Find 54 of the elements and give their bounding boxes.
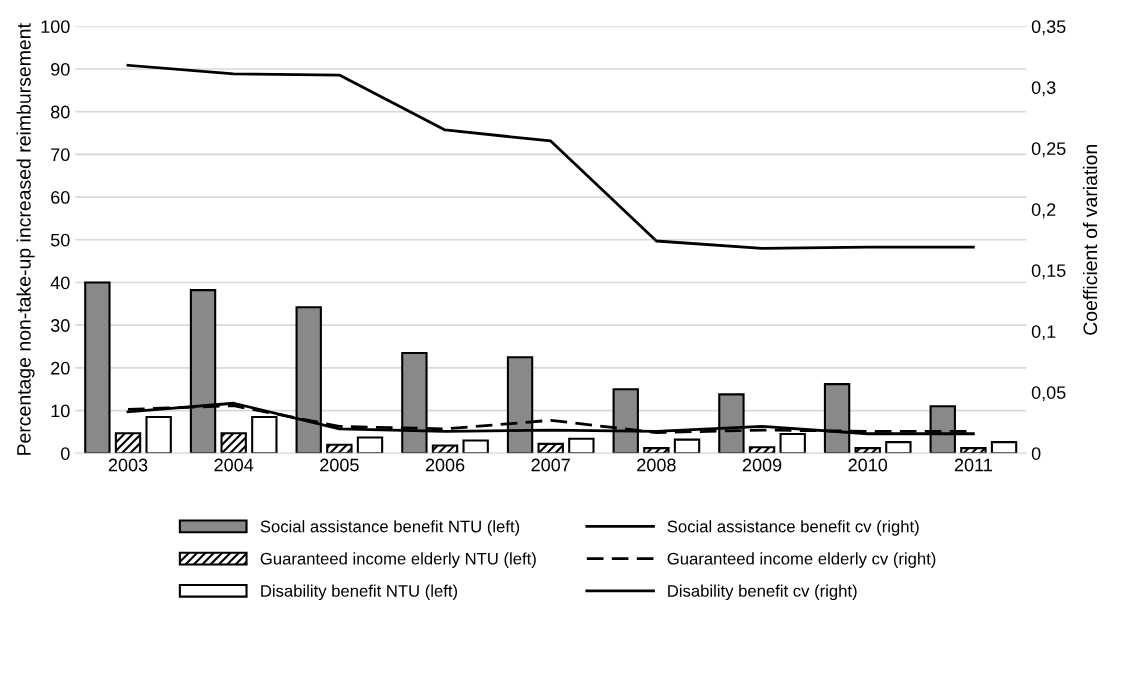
bar (356, 436, 384, 454)
y-tick-label: 40 (50, 276, 70, 290)
legend-label: Disability benefit cv (right) (668, 584, 857, 601)
bar (854, 447, 881, 454)
bar (220, 432, 247, 454)
x-tick-label: 2005 (320, 458, 359, 472)
bar (990, 441, 1018, 454)
y2-tick-label: 0,2 (1031, 203, 1056, 219)
y-tick-label: 0 (60, 447, 70, 460)
bar (114, 432, 142, 454)
legend-label: Disability benefit NTU (left) (261, 584, 458, 601)
bar (145, 415, 172, 454)
x-tick-label: 2007 (531, 458, 570, 472)
bar (748, 446, 776, 454)
legend-label: Social assistance benefit NTU (left) (260, 520, 520, 536)
x-tick-label: 2006 (425, 458, 465, 472)
legend-label: Guaranteed income elderly cv (right) (667, 552, 936, 568)
x-tick-label: 2008 (637, 458, 676, 472)
y2-tick-label: 0,35 (1031, 20, 1066, 36)
bar (643, 447, 670, 454)
bar (960, 447, 987, 454)
y2-tick-label: 0,1 (1031, 325, 1056, 341)
bar (673, 438, 701, 454)
bar (431, 444, 459, 454)
legend-label: Social assistance benefit cv (right) (667, 520, 919, 536)
bar (885, 441, 912, 454)
y-tick-label: 70 (51, 148, 70, 162)
x-tick-label: 2010 (848, 458, 888, 472)
y-tick-label: 90 (51, 62, 70, 76)
x-tick-label: 2011 (954, 458, 992, 472)
line-series (126, 63, 975, 250)
y2-tick-label: 0,15 (1031, 264, 1066, 280)
y-tick-label: 30 (50, 319, 70, 332)
y2-tick-label: 0,25 (1031, 142, 1066, 158)
y2-tick-label: 0,3 (1031, 81, 1056, 97)
y-axis-title: Percentage non-take-up increased reimbursement (16, 23, 35, 455)
y2-axis-title: Coefficient of variation (1082, 145, 1098, 335)
x-tick-label: 2009 (742, 458, 782, 472)
bar (537, 442, 564, 454)
legend-label: Guaranteed income elderly NTU (left) (260, 552, 536, 568)
bar (84, 281, 111, 454)
bar (326, 443, 353, 454)
y-tick-label: 50 (50, 233, 70, 247)
y-tick-label: 100 (41, 20, 70, 34)
y2-tick-label: 0,05 (1031, 386, 1066, 402)
y-tick-label: 80 (51, 105, 70, 119)
y-tick-label: 20 (51, 361, 70, 375)
y2-tick-label: 0 (1031, 447, 1041, 460)
y-tick-label: 10 (51, 404, 70, 418)
bar (462, 439, 489, 454)
y-tick-label: 60 (51, 191, 70, 204)
x-tick-label: 2003 (108, 458, 148, 472)
bar (568, 437, 595, 454)
x-tick-label: 2004 (214, 458, 254, 472)
